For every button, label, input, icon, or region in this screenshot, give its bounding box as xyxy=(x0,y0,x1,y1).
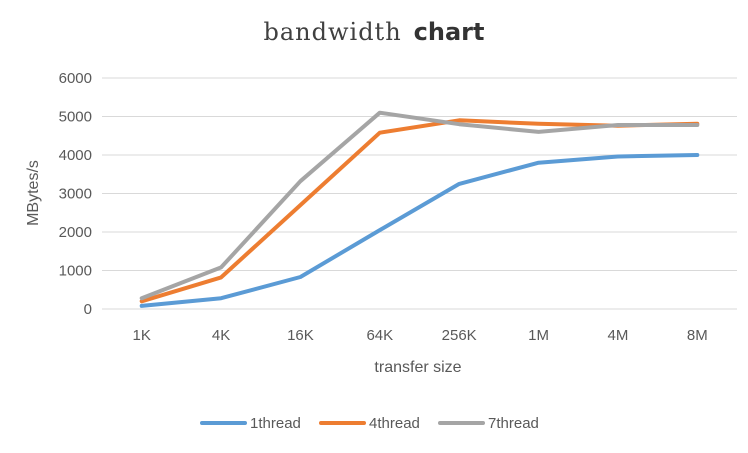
chart-title-part1: bandwidth xyxy=(263,18,401,46)
y-tick-label: 5000 xyxy=(59,109,92,126)
gridlines xyxy=(102,77,737,310)
legend-label-4thread: 4thread xyxy=(369,415,420,432)
y-tick-label: 0 xyxy=(84,301,92,318)
y-tick-label: 2000 xyxy=(59,224,92,241)
legend: 1thread 4thread 7thread xyxy=(200,415,539,432)
legend-label-1thread: 1thread xyxy=(250,415,301,432)
y-tick-label: 6000 xyxy=(59,70,92,87)
y-tick-label: 1000 xyxy=(59,263,92,280)
chart-title: bandwidth chart xyxy=(263,18,484,46)
x-tick-label: 4K xyxy=(212,327,230,344)
legend-label-7thread: 7thread xyxy=(488,415,539,432)
x-tick-label: 1K xyxy=(133,327,151,344)
y-axis-ticks: 0 1000 2000 3000 4000 5000 6000 xyxy=(59,70,92,318)
x-tick-label: 1M xyxy=(528,327,549,344)
x-tick-label: 256K xyxy=(442,327,477,344)
x-tick-label: 4M xyxy=(608,327,629,344)
y-tick-label: 4000 xyxy=(59,147,92,164)
y-tick-label: 3000 xyxy=(59,186,92,203)
x-axis-ticks: 1K 4K 16K 64K 256K 1M 4M 8M xyxy=(133,327,708,344)
series-line-4thread xyxy=(139,118,700,304)
x-tick-label: 8M xyxy=(687,327,708,344)
x-tick-label: 16K xyxy=(287,327,314,344)
x-tick-label: 64K xyxy=(366,327,393,344)
chart-title-part2: chart xyxy=(414,18,485,46)
x-axis-label: transfer size xyxy=(374,359,461,376)
series-line-1thread xyxy=(139,153,700,308)
series-lines xyxy=(139,110,700,308)
series-line-7thread xyxy=(139,110,700,301)
y-axis-label: MBytes/s xyxy=(25,160,42,226)
